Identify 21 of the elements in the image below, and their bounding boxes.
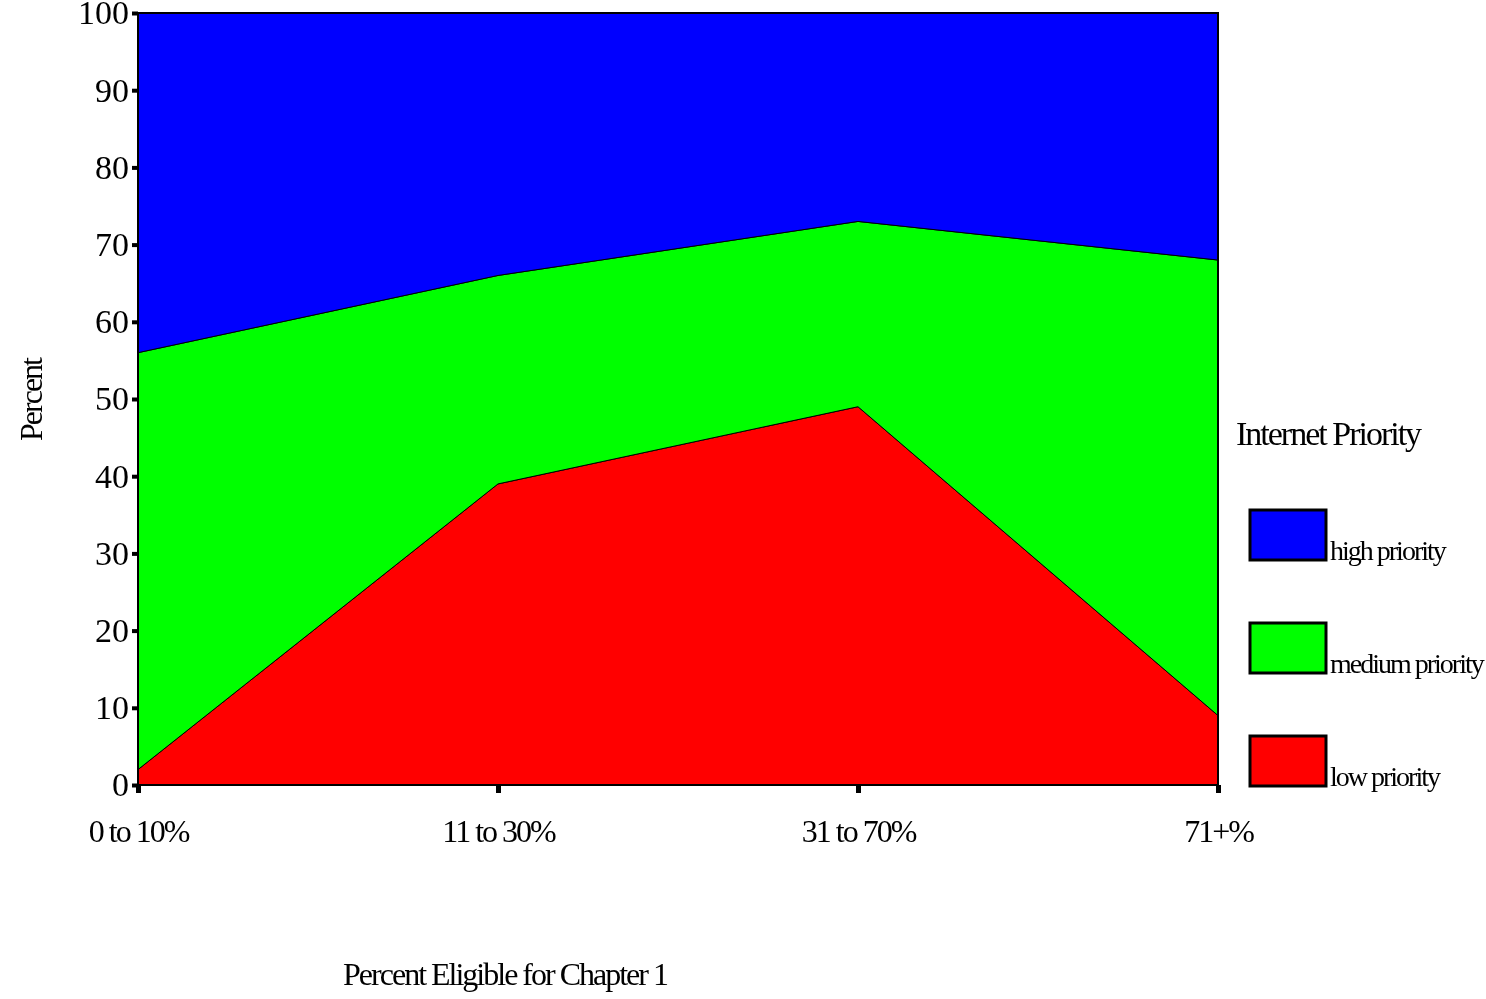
legend-label: low priority	[1330, 761, 1441, 792]
legend-label: medium priority	[1330, 648, 1485, 679]
x-tick-label: 0 to 10%	[88, 812, 190, 849]
y-tick-label: 30	[95, 534, 129, 572]
x-tick-label: 31 to 70%	[801, 812, 917, 849]
legend-title: Internet Priority	[1236, 415, 1423, 452]
y-tick-label: 60	[95, 303, 129, 341]
y-tick-label: 100	[78, 0, 129, 32]
legend-label: high priority	[1330, 535, 1447, 566]
y-tick-label: 80	[95, 148, 129, 186]
y-tick-label: 90	[95, 71, 129, 109]
y-tick-label: 40	[95, 457, 129, 495]
y-tick-label: 20	[95, 611, 129, 649]
y-tick-label: 70	[95, 225, 129, 263]
x-axis-title: Percent Eligible for Chapter 1	[343, 956, 668, 992]
x-tick-label: 11 to 30%	[442, 812, 557, 849]
y-tick-label: 0	[112, 766, 129, 804]
y-tick-label: 10	[95, 689, 129, 727]
x-tick-label: 71+%	[1184, 812, 1255, 849]
y-axis-title: Percent	[13, 356, 49, 441]
y-tick-label: 50	[95, 380, 129, 418]
